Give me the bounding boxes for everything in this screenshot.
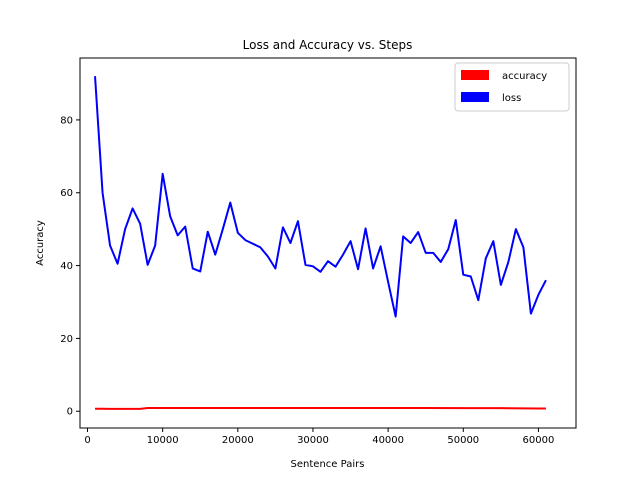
legend-label-accuracy: accuracy (502, 71, 547, 82)
chart-title: Loss and Accuracy vs. Steps (243, 38, 413, 52)
y-tick-label: 80 (60, 115, 73, 126)
x-tick-label: 60000 (523, 435, 555, 446)
plot-area (94, 76, 547, 410)
legend-swatch-loss (461, 92, 489, 102)
x-tick-label: 40000 (372, 435, 404, 446)
y-axis-label: Accuracy (35, 220, 46, 266)
legend-swatch-accuracy (461, 70, 489, 80)
series-line-accuracy (95, 406, 546, 410)
y-tick-label: 0 (67, 407, 73, 418)
y-tick-label: 20 (60, 334, 73, 345)
x-tick-label: 0 (84, 435, 90, 446)
x-tick-label: 30000 (297, 435, 329, 446)
x-tick-label: 50000 (447, 435, 479, 446)
x-tick-label: 20000 (222, 435, 254, 446)
series-line-loss (94, 76, 547, 318)
legend-label-loss: loss (502, 93, 521, 104)
legend: accuracy loss (454, 62, 570, 112)
y-tick-label: 60 (60, 188, 73, 199)
axes: 0 10000 20000 30000 40000 50000 60000 0 20 40 60 80 (60, 57, 577, 446)
x-tick-label: 10000 (147, 435, 179, 446)
axes-frame (79, 57, 577, 429)
y-tick-label: 40 (60, 261, 73, 272)
x-axis-label: Sentence Pairs (291, 459, 365, 470)
